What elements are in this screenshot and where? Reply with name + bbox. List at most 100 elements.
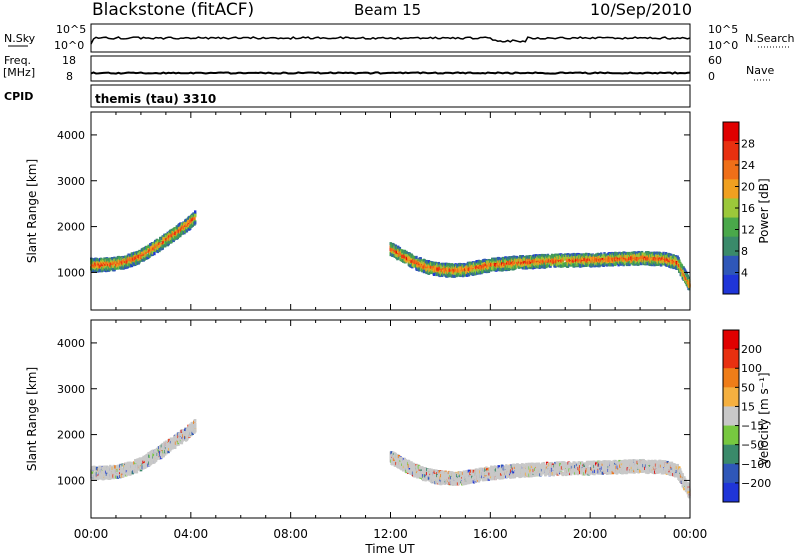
- echo-cell: [669, 253, 673, 257]
- echo-cell: [674, 260, 677, 264]
- echo-cell: [612, 257, 615, 261]
- echo-cell: [528, 258, 531, 262]
- echo-cell: [91, 258, 95, 262]
- nsearch-label: N.Search: [745, 32, 795, 45]
- echo-cell: [520, 258, 524, 263]
- echo-cell: [628, 262, 631, 267]
- echo-cell: [97, 258, 100, 262]
- nsky-trace: [90, 36, 691, 45]
- echo-cell: [682, 272, 685, 276]
- echo-cell: [585, 263, 589, 267]
- echo-cell: [104, 265, 107, 269]
- echo-cell: [123, 263, 126, 267]
- echo-cell: [161, 442, 164, 447]
- colorbar-tick-label: 8: [741, 245, 748, 258]
- echo-cell: [425, 268, 428, 272]
- echo-cell: [135, 459, 139, 464]
- echo-cell: [437, 261, 441, 266]
- echo-cell: [589, 253, 592, 257]
- colorbar-segment: [723, 160, 739, 180]
- echo-cell: [610, 260, 614, 264]
- echo-cell: [193, 221, 197, 225]
- echo-cell: [129, 461, 132, 465]
- nsky-line: [90, 36, 691, 45]
- echo-cell: [515, 255, 519, 260]
- echo-cell: [415, 258, 418, 262]
- echo-cell: [159, 450, 162, 454]
- echo-cell: [180, 223, 184, 227]
- echo-cell: [398, 248, 402, 252]
- echo-cell: [484, 269, 487, 274]
- echo-cell: [447, 274, 451, 278]
- echo-cell: [464, 263, 467, 267]
- echo-cell: [153, 252, 156, 256]
- echo-cell: [126, 265, 130, 269]
- echo-cell: [453, 274, 456, 278]
- echo-cell: [181, 225, 184, 229]
- freq-tick-bottom: 8: [66, 70, 73, 83]
- echo-cell: [442, 272, 446, 276]
- echo-cell: [114, 471, 118, 475]
- echo-cell: [422, 270, 426, 274]
- echo-cell: [515, 262, 518, 266]
- echo-cell: [163, 441, 166, 445]
- echo-cell: [507, 266, 511, 270]
- echo-cell: [483, 258, 486, 262]
- echo-cell: [405, 250, 408, 254]
- nsearch-tick-bottom: 10^0: [708, 39, 738, 52]
- nave-label: Nave: [746, 64, 774, 77]
- power-ylabel: Slant Range [km]: [25, 159, 39, 263]
- echo-cell: [125, 465, 129, 469]
- echo-cell: [193, 210, 197, 214]
- echo-cell: [397, 256, 401, 260]
- colorbar-segment: [723, 141, 739, 161]
- echo-cell: [529, 265, 532, 270]
- echo-cell: [466, 273, 469, 277]
- echo-cell: [639, 262, 643, 266]
- y-tick-label: 3000: [57, 175, 85, 188]
- echo-cell: [637, 251, 640, 255]
- echo-cell: [142, 460, 145, 464]
- echo-cell: [624, 261, 628, 265]
- echo-cell: [509, 267, 512, 271]
- echo-cell: [521, 266, 525, 270]
- freq-tick-top: 18: [62, 54, 76, 67]
- echo-cell: [564, 253, 567, 257]
- echo-cell: [184, 218, 188, 222]
- echo-cell: [108, 259, 111, 263]
- date-title: 10/Sep/2010: [590, 0, 692, 19]
- echo-cell: [522, 262, 526, 267]
- y-tick-label: 4000: [57, 129, 85, 142]
- y-tick-label: 2000: [57, 221, 85, 234]
- echo-cell: [631, 251, 634, 255]
- echo-cell: [154, 458, 158, 462]
- echo-cell: [174, 235, 177, 240]
- echo-cell: [535, 258, 538, 262]
- echo-cell: [619, 262, 623, 266]
- echo-cell: [185, 229, 189, 233]
- echo-cell: [139, 255, 143, 259]
- colorbar-segment: [723, 255, 739, 276]
- colorbar-tick-label: 16: [741, 202, 755, 215]
- freq-label: Freq.: [4, 54, 31, 67]
- echo-cell: [648, 251, 651, 255]
- echo-cell: [618, 251, 621, 255]
- echo-cell: [646, 255, 649, 259]
- echo-cell: [106, 474, 110, 478]
- echo-cell: [676, 255, 679, 259]
- colorbar-tick-label: 4: [741, 267, 748, 280]
- echo-cell: [427, 271, 431, 275]
- echo-cell: [427, 260, 431, 264]
- echo-cell: [487, 258, 491, 263]
- echo-cell: [688, 287, 691, 291]
- echo-cell: [687, 276, 690, 280]
- echo-cell: [560, 264, 563, 268]
- echo-cell: [572, 252, 575, 257]
- colorbar-tick-label: 24: [741, 159, 755, 172]
- echo-cell: [598, 253, 601, 257]
- echo-cell: [155, 456, 159, 461]
- echo-cell: [140, 258, 144, 262]
- echo-cell: [162, 453, 165, 457]
